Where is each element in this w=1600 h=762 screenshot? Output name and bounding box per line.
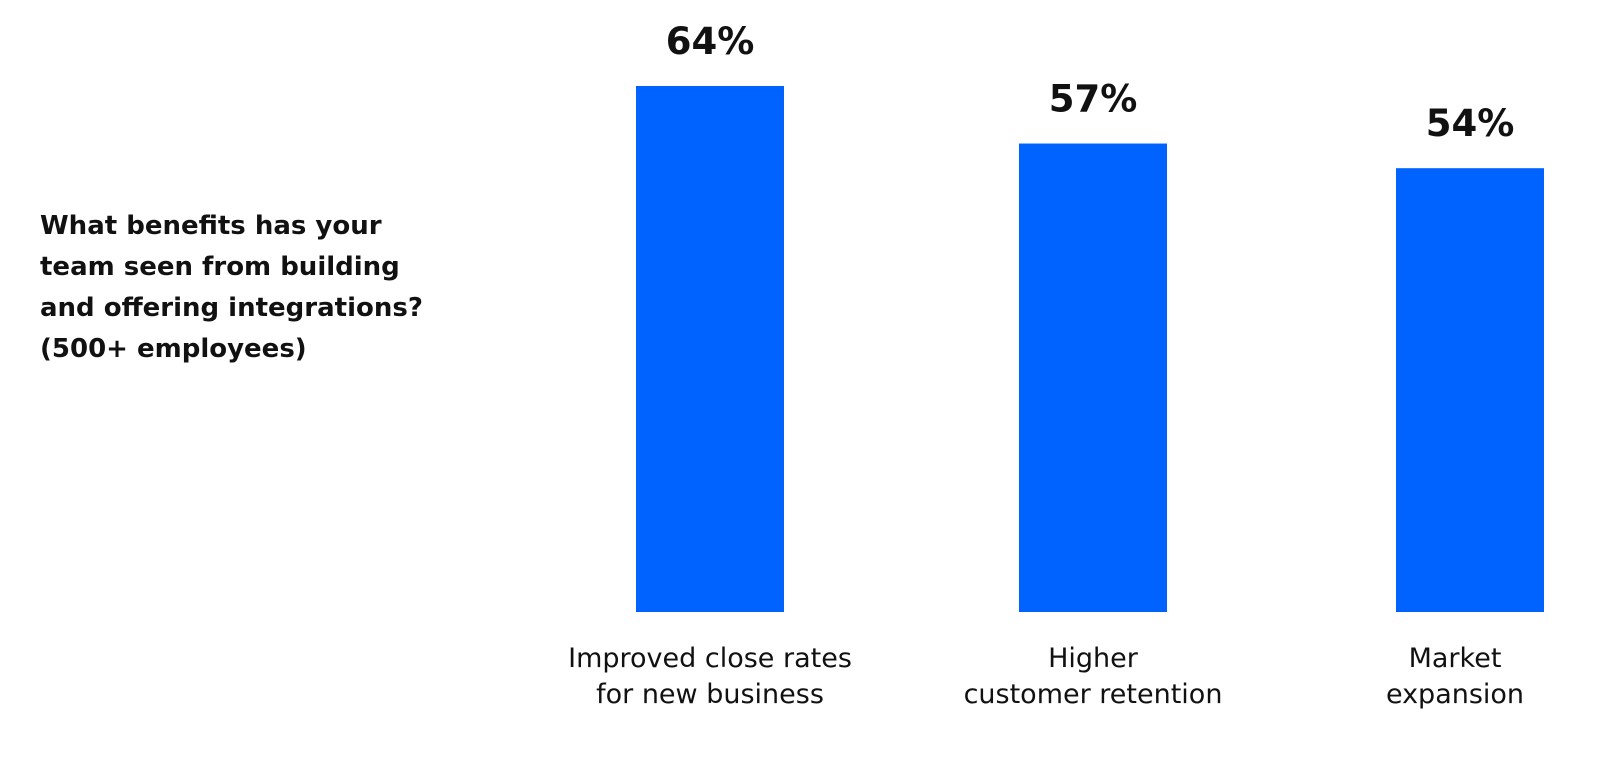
bar-2 [1019, 143, 1167, 612]
category-label-1-line-1: Improved close rates [568, 643, 852, 674]
question-line-4: (500+ employees) [40, 334, 307, 364]
bar-3 [1396, 168, 1544, 612]
value-label-3: 54% [1426, 102, 1515, 145]
question-line-1: What benefits has your [40, 211, 382, 241]
category-label-3-line-1: Market [1409, 643, 1502, 674]
category-label-2-line-1: Higher [1048, 643, 1139, 674]
category-label-1-line-2: for new business [596, 679, 824, 710]
chart-question: What benefits has your team seen from bu… [40, 206, 480, 370]
question-line-3: and offering integrations? [40, 293, 423, 323]
question-line-2: team seen from building [40, 252, 400, 282]
category-label-3-line-2: expansion [1386, 679, 1524, 710]
value-label-1: 64% [666, 20, 755, 63]
category-label-2-line-2: customer retention [964, 679, 1223, 710]
value-label-2: 57% [1049, 78, 1138, 121]
bar-1 [636, 86, 784, 612]
